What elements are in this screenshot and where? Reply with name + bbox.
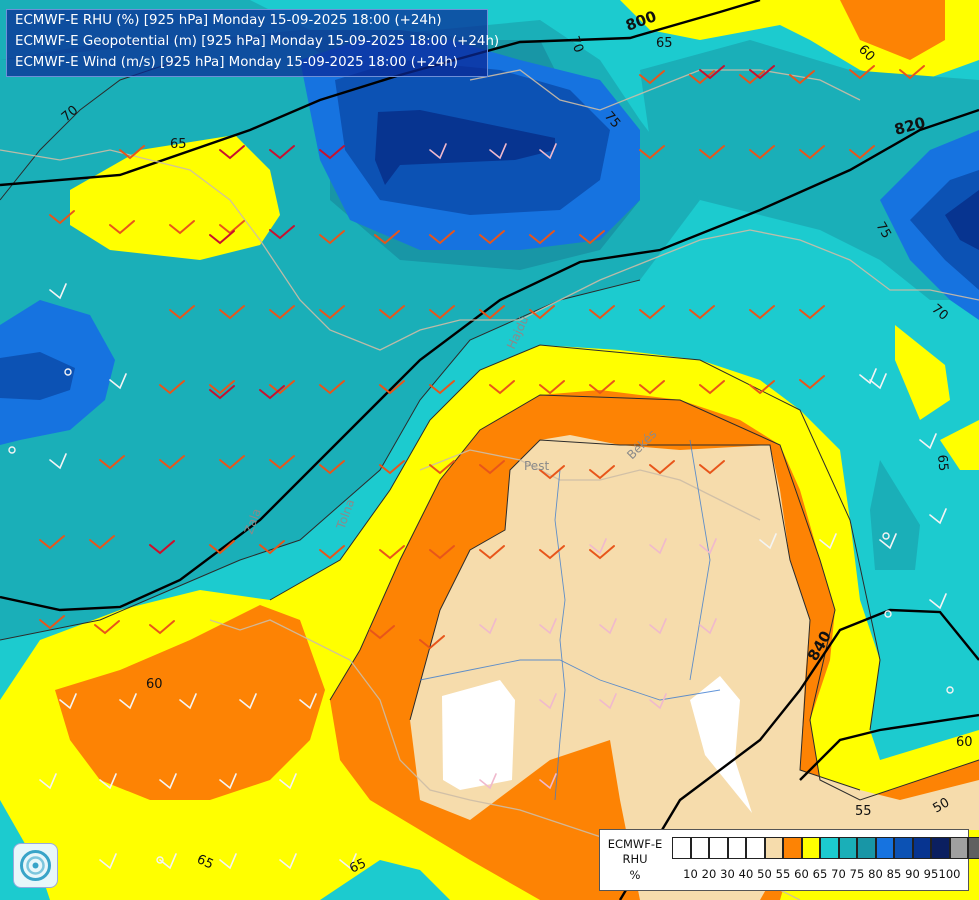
legend-swatch [801, 837, 820, 859]
legend-tick-label: 75 [849, 867, 865, 881]
contour-label: 65 [170, 137, 187, 152]
legend-tick-label: 65 [812, 867, 828, 881]
title-rhu: ECMWF-E RHU (%) [925 hPa] Monday 15-09-2… [15, 13, 442, 28]
legend-title-unit: % [629, 868, 641, 882]
legend-tick-label: 100 [938, 867, 961, 881]
rhu-60-pocket-west [55, 605, 325, 800]
legend-swatch [783, 837, 802, 859]
rhu-60-corner-ne [840, 0, 945, 60]
contour-label: 65 [194, 852, 215, 873]
rhu-95-region-north [375, 110, 555, 185]
rhu-50-pocket-b [690, 676, 752, 813]
legend-tick-label: 30 [720, 867, 735, 881]
legend-swatch [746, 837, 765, 859]
legend-tick-label: 85 [886, 867, 902, 881]
legend-tick-label: 40 [738, 867, 754, 881]
rhu-65-strip-east [940, 420, 979, 470]
contour-label: 65 [934, 454, 950, 472]
legend-swatch [949, 837, 968, 859]
rhu-55-central [410, 435, 979, 900]
wind-barb-white [39, 283, 947, 870]
contour-label: 60 [956, 735, 973, 750]
title-wind: ECMWF-E Wind (m/s) [925 hPa] Monday 15-0… [15, 55, 458, 70]
legend-swatch [857, 837, 876, 859]
legend-swatch [672, 837, 691, 859]
rhu-75-region-east [640, 40, 979, 300]
contour-label: 55 [855, 804, 872, 819]
legend-swatch [709, 837, 728, 859]
rhu-70-corner-s [320, 860, 450, 900]
rhu-50-pocket-a [442, 680, 515, 790]
legend-tick-label: 80 [868, 867, 883, 881]
contour-label: 70 [566, 34, 586, 55]
legend-swatch [875, 837, 894, 859]
legend-swatch [894, 837, 913, 859]
legend-tick-label: 60 [794, 867, 809, 881]
legend-tick-label: 70 [831, 867, 846, 881]
legend-tick-label: 55 [775, 867, 791, 881]
legend-tick-label: 95 [923, 867, 939, 881]
contour-label: 75 [873, 220, 894, 242]
legend-swatch [912, 837, 931, 859]
legend-tick-label: 20 [701, 867, 717, 881]
contour-label: 65 [347, 856, 368, 877]
wind-barbs [8, 65, 954, 870]
rhu-65-pocket-east [895, 325, 950, 420]
contour-label: 65 [656, 36, 673, 51]
legend-swatch [931, 837, 950, 859]
rhu-65-pocket-nw [70, 135, 280, 260]
legend-title-model: ECMWF-E [607, 837, 663, 851]
legend-tick-label: 10 [683, 867, 698, 881]
rivers [419, 439, 721, 801]
title-geopotential: ECMWF-E Geopotential (m) [925 hPa] Monda… [15, 34, 500, 49]
wind-barb-light [429, 143, 717, 790]
ecmwf-logo-icon [13, 843, 58, 888]
legend-swatch [690, 837, 709, 859]
map-title-box: ECMWF-E RHU (%) [925 hPa] Monday 15-09-2… [6, 9, 499, 77]
legend-swatch [968, 837, 979, 859]
legend-swatch [764, 837, 783, 859]
contour-label: 50 [931, 795, 953, 816]
legend-swatch [838, 837, 857, 859]
calm-circles [8, 368, 954, 864]
rhu-90-region-west [0, 352, 75, 400]
rhu-legend: ECMWF-E RHU % 10 20 30 40 50 55 60 65 70 75 80 85 90… [599, 829, 979, 891]
legend-swatch [727, 837, 746, 859]
legend-title-variable: RHU [622, 852, 648, 866]
legend-swatch [820, 837, 839, 859]
legend-tick-label: 90 [905, 867, 920, 881]
contour-label: 60 [146, 677, 163, 692]
legend-tick-label: 50 [757, 867, 772, 881]
place-label: Pest [524, 459, 549, 473]
rhu-90-region-east [910, 170, 979, 290]
wind-barb [39, 65, 925, 650]
wind-barb-strong [149, 65, 775, 555]
rhu-95-region-east [945, 190, 979, 250]
